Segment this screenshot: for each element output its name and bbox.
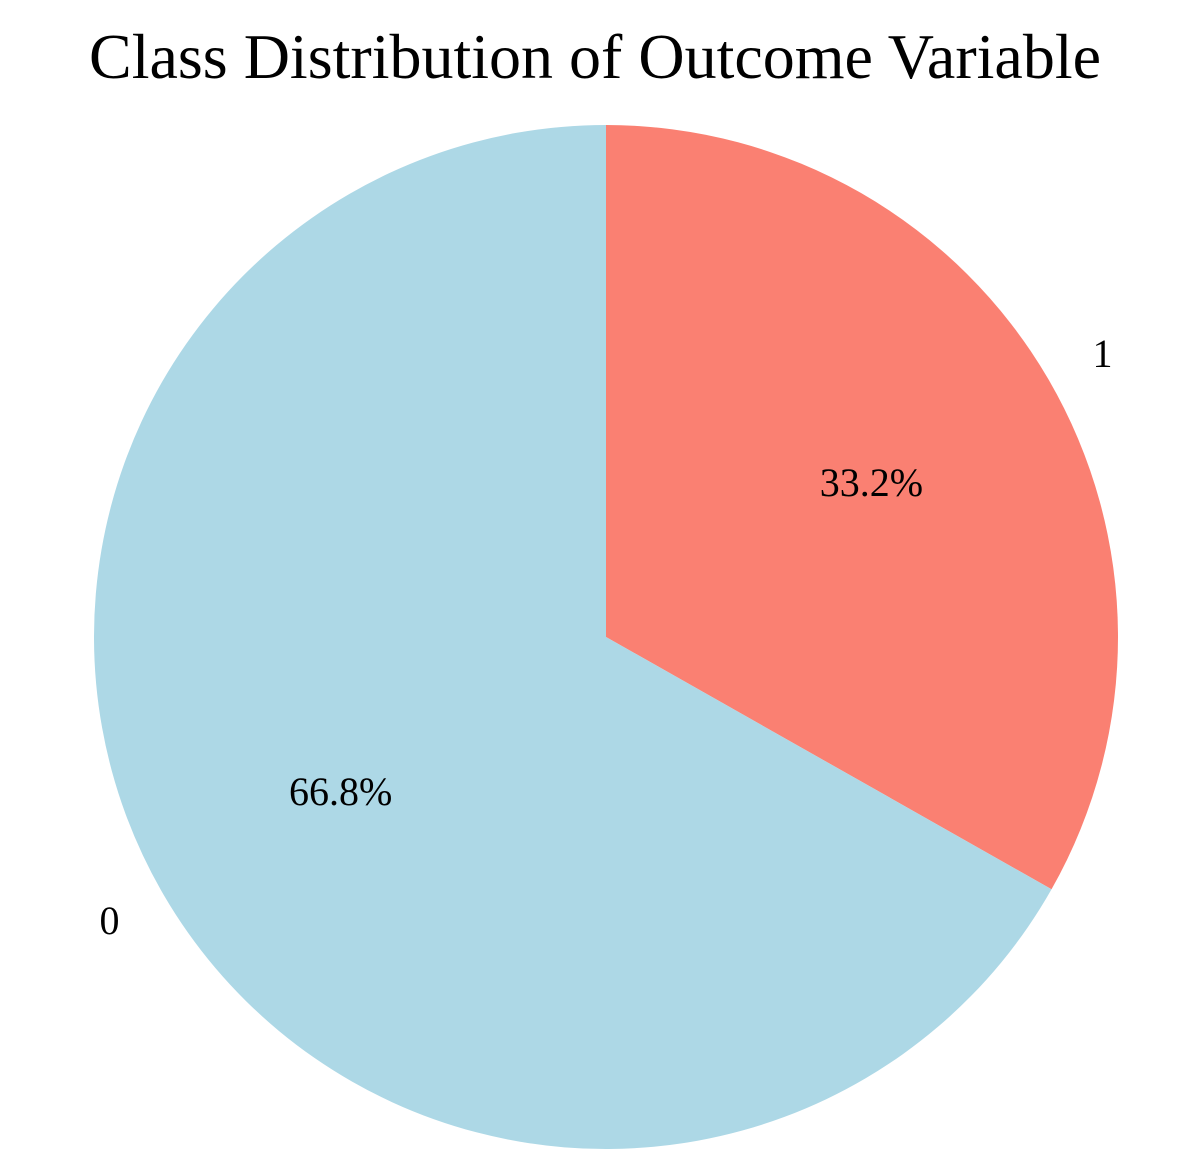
chart-title: Class Distribution of Outcome Variable (89, 21, 1101, 92)
pie-percent-label-0: 66.8% (289, 769, 392, 814)
pie-slices (93, 125, 1118, 1149)
pie-slice-0 (93, 125, 1052, 1149)
pie-category-label-1: 1 (1093, 331, 1113, 376)
pie-category-label-0: 0 (99, 898, 119, 943)
pie-labels: 33.2% 1 66.8% 0 (99, 331, 1112, 943)
pie-percent-label-1: 33.2% (820, 460, 923, 505)
pie-slice-1 (606, 125, 1118, 890)
